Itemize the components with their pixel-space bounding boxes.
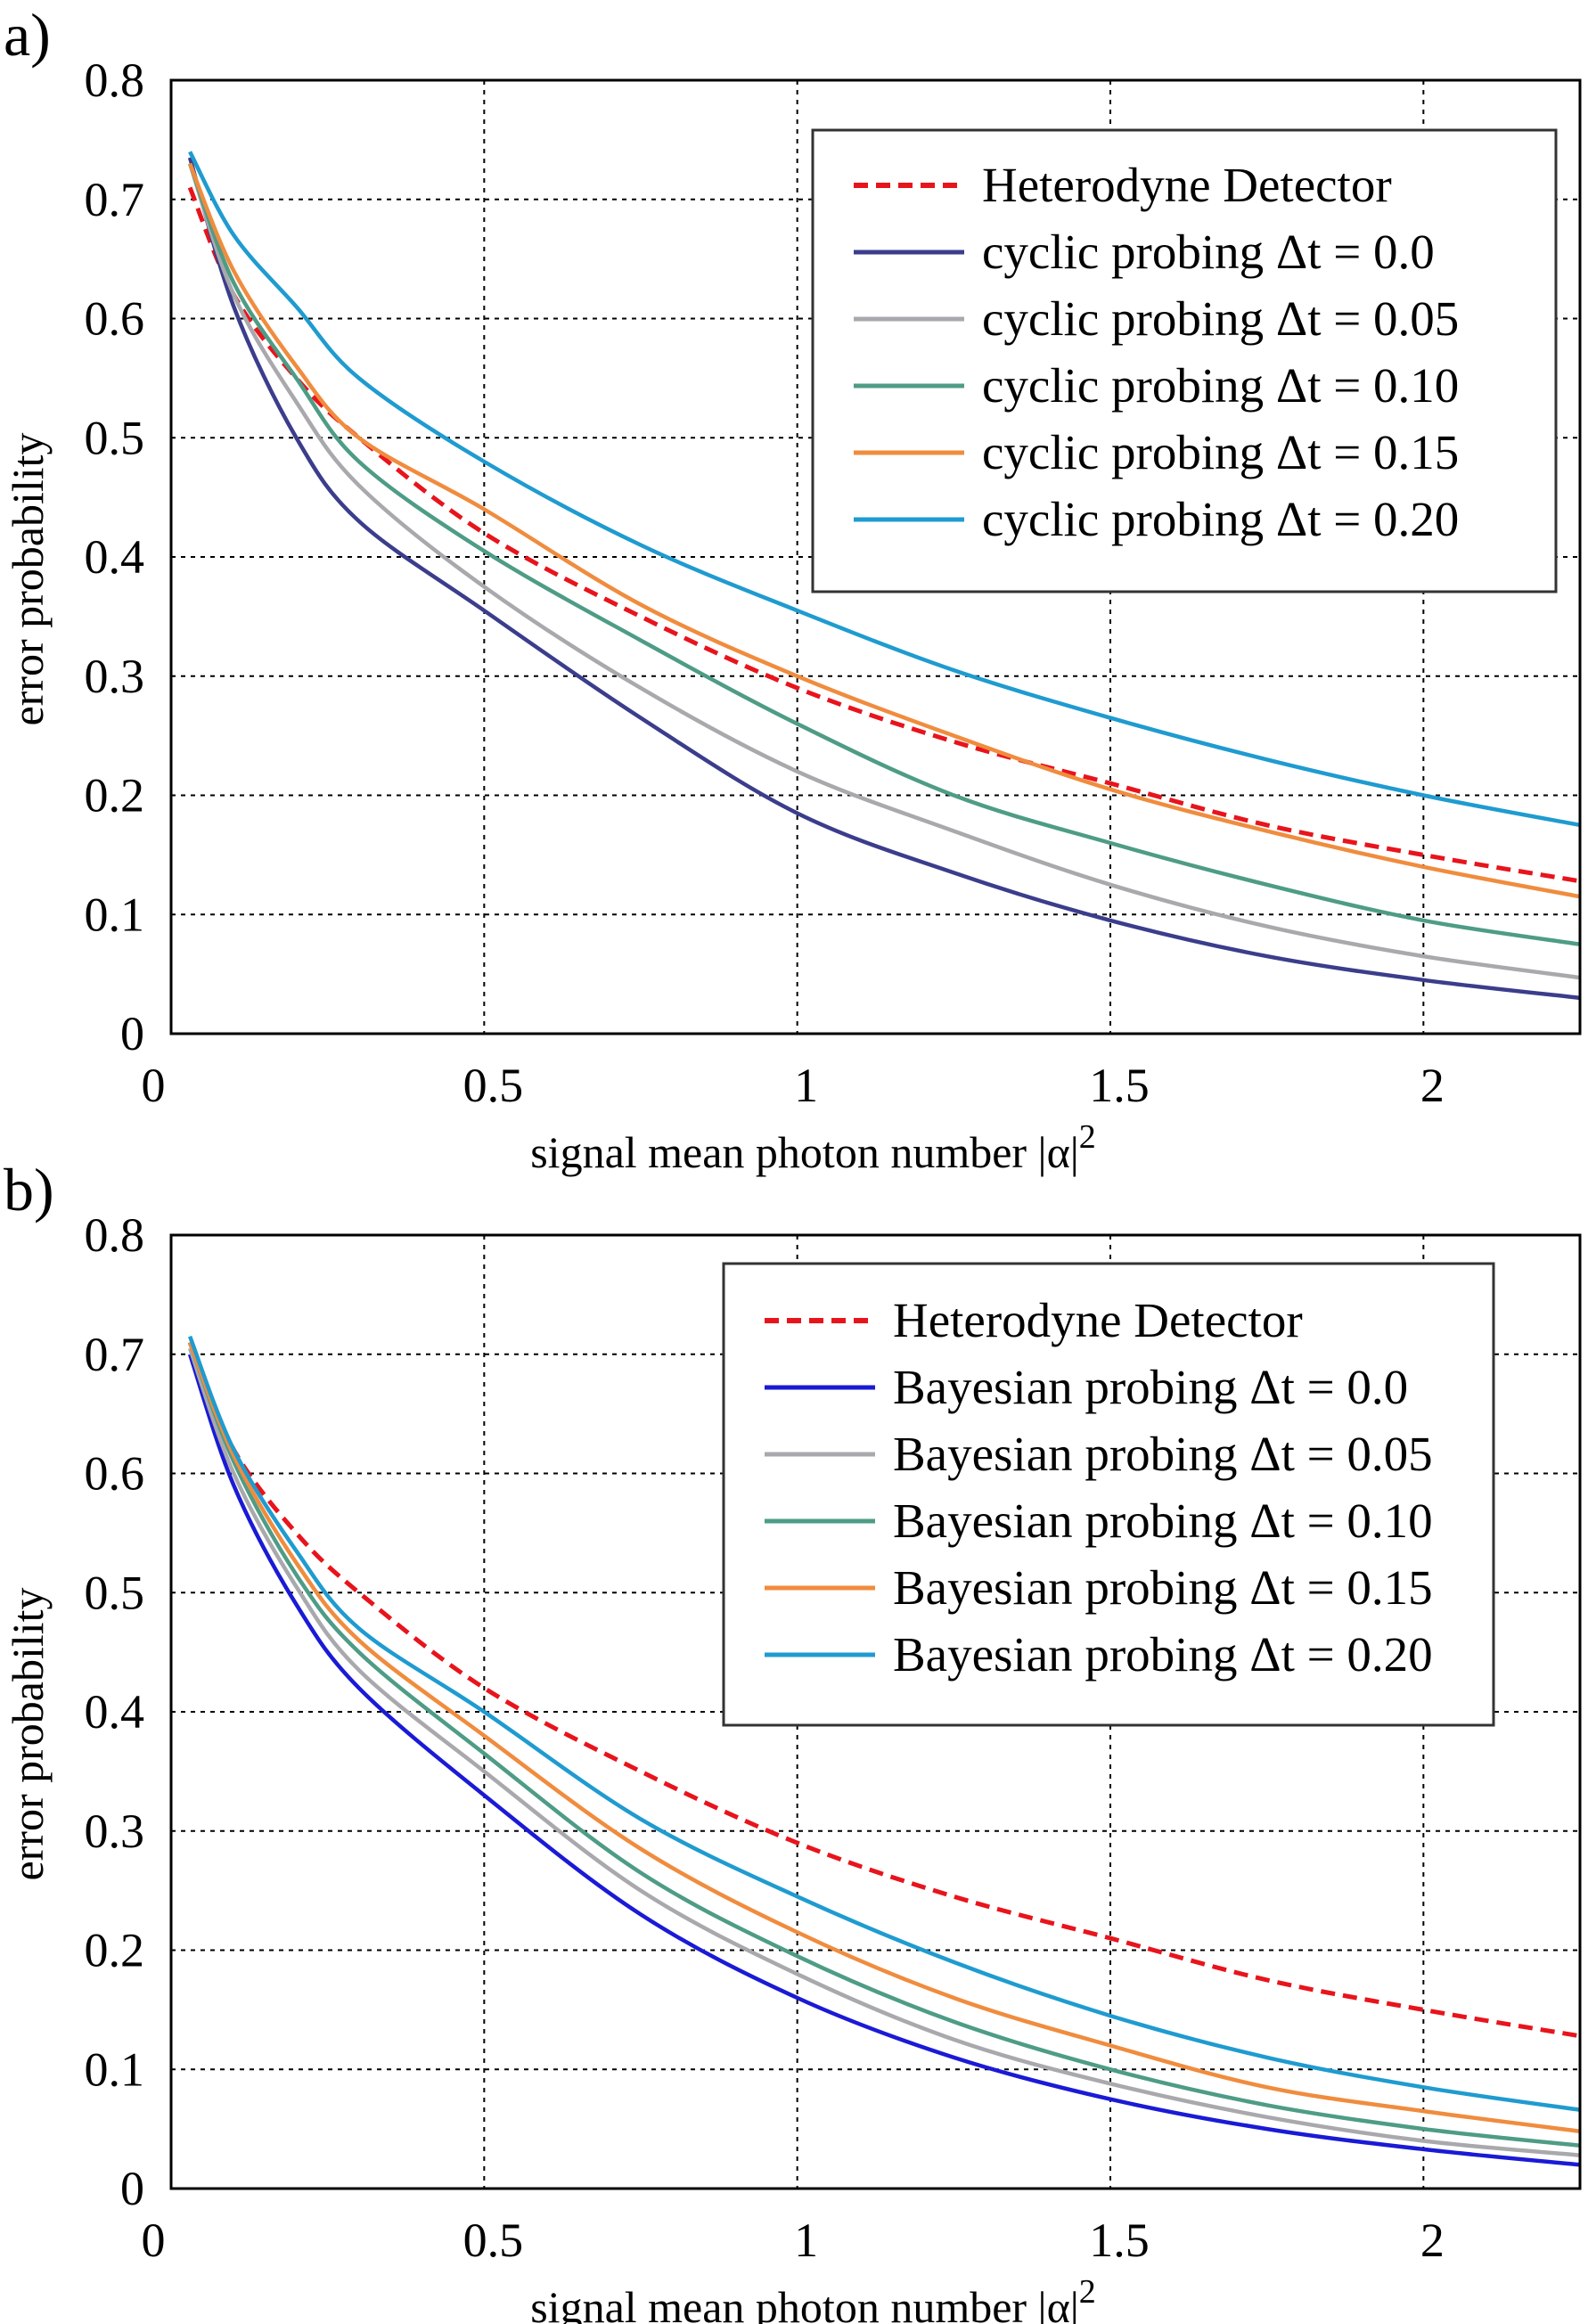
plot-frame — [169, 1233, 1582, 2190]
x-tick-label: 0 — [142, 2214, 166, 2267]
x-tick-label: 1 — [794, 2214, 818, 2267]
x-axis-label-superscript: 2 — [1079, 1118, 1096, 1156]
legend-box — [811, 128, 1558, 593]
legend-entry-5: cyclic probing Δt = 0.20 — [982, 492, 1459, 546]
y-tick-label: 0.6 — [85, 292, 145, 346]
legend-entry-1: cyclic probing Δt = 0.0 — [982, 225, 1435, 279]
legend-entry-4: Bayesian probing Δt = 0.15 — [893, 1560, 1433, 1615]
legend-entry-0: Heterodyne Detector — [982, 158, 1392, 212]
y-axis-label: error probability — [3, 1587, 53, 1880]
chart-panel-a: 00.10.20.30.40.50.60.70.80 0.5 1 1.5 2signal… — [3, 1, 1582, 1177]
series-line-0 — [187, 186, 1581, 884]
y-tick-label: 0.7 — [85, 1328, 145, 1381]
y-tick-label: 0.3 — [85, 1804, 145, 1858]
series-line-1 — [187, 157, 1581, 1001]
x-tick-label: 1.5 — [1089, 1059, 1150, 1112]
y-tick-label: 0.1 — [85, 2042, 145, 2096]
series-line-4 — [188, 1341, 1581, 2134]
series-line-3 — [187, 162, 1581, 946]
x-axis-label-superscript: 2 — [1079, 2273, 1096, 2311]
x-tick-label: 0 — [142, 1059, 166, 1112]
legend-entry-0: Heterodyne Detector — [893, 1293, 1303, 1347]
y-tick-label: 0.5 — [85, 411, 145, 464]
legend-entry-1: Bayesian probing Δt = 0.0 — [893, 1360, 1408, 1414]
y-tick-label: 0.1 — [85, 888, 145, 941]
x-tick-label: 1.5 — [1089, 2214, 1150, 2267]
y-tick-label: 0.7 — [85, 173, 145, 226]
series-line-2 — [187, 1347, 1581, 2157]
series-line-4 — [188, 162, 1581, 899]
y-tick-label: 0.8 — [85, 1208, 145, 1262]
y-tick-label: 0.4 — [85, 1685, 145, 1739]
panel-label: b) — [4, 1156, 54, 1223]
y-axis-label: error probability — [3, 432, 53, 725]
series-line-5 — [188, 1335, 1581, 2112]
y-tick-label: 0.8 — [85, 53, 145, 107]
x-tick-label: 1 — [794, 1059, 818, 1112]
y-tick-label: 0 — [120, 2162, 144, 2215]
series-line-3 — [187, 1341, 1581, 2148]
legend-entry-2: Bayesian probing Δt = 0.05 — [893, 1427, 1433, 1481]
legend-box — [722, 1262, 1495, 1727]
y-tick-label: 0.3 — [85, 650, 145, 703]
y-tick-label: 0.5 — [85, 1566, 145, 1619]
series-line-5 — [188, 151, 1581, 828]
y-tick-label: 0.2 — [85, 1924, 145, 1977]
legend-entry-2: cyclic probing Δt = 0.05 — [982, 291, 1459, 346]
x-tick-label: 0.5 — [463, 1059, 524, 1112]
chart-panel-b: 00.10.20.30.40.50.60.70.80 0.5 1 1.5 2signal… — [3, 1156, 1582, 2324]
panel-label: a) — [4, 1, 51, 69]
y-tick-label: 0.4 — [85, 530, 145, 584]
legend-entry-3: Bayesian probing Δt = 0.10 — [893, 1493, 1433, 1548]
plot-frame — [169, 78, 1582, 1035]
legend: Heterodyne Detector Bayesian probing Δt =… — [722, 1262, 1495, 1727]
x-axis-label: signal mean photon number |α|2 — [530, 1118, 1096, 1177]
x-tick-label: 2 — [1420, 1059, 1445, 1112]
x-tick-label: 2 — [1420, 2214, 1445, 2267]
x-axis-label: signal mean photon number |α|2 — [530, 2273, 1096, 2324]
legend: Heterodyne Detector cyclic probing Δt = 0… — [811, 128, 1558, 593]
series-line-0 — [187, 1341, 1581, 2039]
series-line-2 — [187, 162, 1581, 980]
y-tick-label: 0 — [120, 1007, 144, 1060]
series-line-1 — [187, 1354, 1581, 2167]
y-tick-label: 0.2 — [85, 769, 145, 822]
legend-entry-5: Bayesian probing Δt = 0.20 — [893, 1627, 1433, 1682]
y-tick-label: 0.6 — [85, 1447, 145, 1501]
legend-entry-4: cyclic probing Δt = 0.15 — [982, 425, 1459, 479]
x-tick-label: 0.5 — [463, 2214, 524, 2267]
legend-entry-3: cyclic probing Δt = 0.10 — [982, 358, 1459, 413]
